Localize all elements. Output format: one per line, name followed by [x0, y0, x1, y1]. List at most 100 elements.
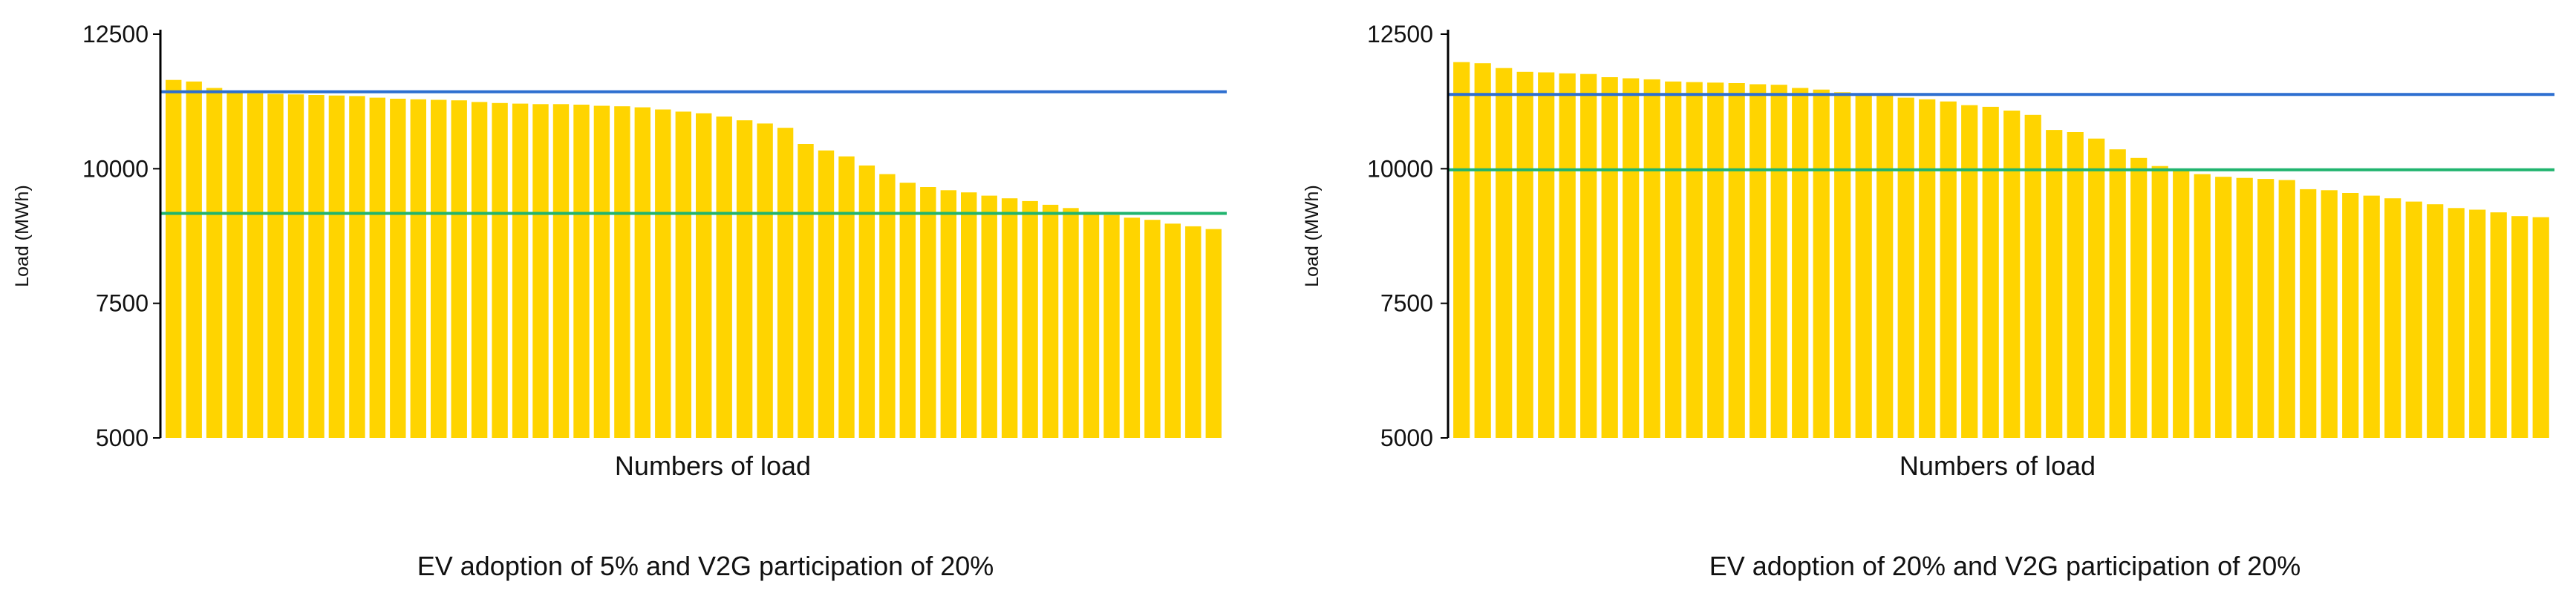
bar-3	[1496, 68, 1513, 438]
bar-22	[1897, 97, 1914, 438]
bar-29	[2046, 130, 2063, 438]
bar-45	[1063, 208, 1079, 438]
bar-6	[1559, 73, 1576, 439]
bar-2	[186, 81, 202, 439]
bar-35	[2173, 171, 2190, 438]
y-tick-label: 10000	[82, 155, 149, 182]
bar-15	[1750, 84, 1767, 438]
y-tick-label: 5000	[1380, 425, 1433, 451]
bar-11	[1665, 81, 1682, 439]
bar-21	[573, 105, 590, 438]
y-tick-label: 10000	[1367, 155, 1433, 182]
bar-17	[1792, 88, 1809, 438]
bar-18	[512, 103, 529, 438]
bar-7	[1580, 73, 1597, 438]
bar-52	[2532, 217, 2549, 438]
bar-14	[1728, 83, 1745, 438]
bar-4	[226, 91, 243, 439]
bar-50	[2490, 212, 2507, 438]
bar-42	[1001, 198, 1018, 438]
y-ticks-2: 5000 7500 10000 12500	[1367, 21, 1448, 451]
y-tick-label: 7500	[96, 290, 149, 317]
bar-19	[532, 104, 549, 439]
bar-24	[1940, 101, 1957, 438]
x-axis-label-1: Numbers of load	[615, 451, 811, 481]
bar-44	[1042, 204, 1059, 438]
bar-13	[1707, 82, 1724, 439]
bar-26	[675, 111, 691, 438]
bar-43	[2342, 193, 2359, 438]
y-axis-label-1: Load (MWh)	[12, 185, 33, 287]
bar-12	[1686, 82, 1703, 438]
bar-42	[2321, 190, 2338, 438]
bar-41	[981, 195, 997, 438]
bar-44	[2363, 195, 2380, 438]
bar-48	[2448, 208, 2465, 438]
bar-41	[2300, 189, 2317, 438]
bar-10	[349, 96, 365, 438]
bar-37	[899, 183, 916, 438]
bar-35	[858, 166, 875, 438]
bar-11	[369, 97, 385, 438]
y-tick-label: 5000	[96, 425, 149, 451]
bar-36	[879, 174, 896, 438]
chart-panel-2: 5000 7500 10000 12500 Load (MWh) Numbers of…	[1302, 21, 2554, 581]
bar-38	[920, 187, 936, 438]
bar-8	[1601, 77, 1618, 438]
bar-52	[1205, 229, 1222, 438]
bar-1	[1453, 62, 1470, 438]
bar-30	[757, 123, 773, 438]
bar-26	[1982, 106, 1999, 438]
bar-4	[1516, 71, 1533, 439]
bar-47	[1103, 215, 1120, 438]
bar-31	[2088, 138, 2105, 438]
bar-2	[1474, 63, 1491, 438]
bar-36	[2194, 174, 2211, 438]
bar-33	[818, 150, 835, 438]
x-axis-label-2: Numbers of load	[1900, 451, 2096, 481]
bar-51	[2511, 216, 2528, 438]
bar-32	[798, 144, 814, 438]
bar-22	[593, 105, 610, 438]
bar-24	[634, 107, 650, 438]
bar-46	[2405, 201, 2422, 438]
bar-15	[451, 100, 467, 438]
y-axis-label-2: Load (MWh)	[1302, 185, 1323, 287]
bar-5	[1538, 72, 1555, 438]
bar-23	[1919, 99, 1936, 439]
bar-48	[1124, 217, 1141, 438]
y-tick-label: 12500	[1367, 21, 1433, 48]
bar-50	[1164, 223, 1181, 438]
bar-39	[2257, 179, 2275, 438]
bar-34	[2151, 166, 2168, 438]
bar-20	[1855, 93, 1872, 439]
bar-20	[552, 104, 570, 439]
bar-9	[328, 95, 345, 438]
bar-12	[390, 99, 406, 438]
bar-23	[614, 106, 630, 438]
bar-17	[492, 102, 508, 439]
bar-19	[1834, 92, 1851, 439]
bar-49	[1144, 220, 1161, 438]
bar-46	[1083, 212, 1100, 438]
y-ticks-1: 5000 7500 10000 12500	[82, 21, 160, 451]
bar-5	[247, 93, 264, 439]
bar-32	[2109, 149, 2126, 438]
bar-30	[2067, 132, 2084, 438]
bar-6	[267, 94, 284, 438]
bar-8	[308, 95, 325, 438]
y-tick-label: 7500	[1380, 290, 1433, 317]
bars-group-1	[166, 79, 1222, 439]
bar-28	[716, 117, 732, 438]
bar-38	[2236, 177, 2253, 438]
bar-13	[410, 99, 426, 439]
bar-45	[2384, 198, 2401, 438]
bar-49	[2469, 209, 2486, 438]
chart-panel-1: 5000 7500 10000 12500 Load (MWh) Numbers of…	[12, 21, 1227, 581]
bar-3	[206, 88, 223, 438]
caption-1: EV adoption of 5% and V2G participation …	[417, 551, 994, 581]
bar-10	[1643, 79, 1660, 439]
y-tick-label: 12500	[82, 21, 149, 48]
bar-14	[431, 99, 447, 438]
bar-18	[1813, 89, 1830, 438]
